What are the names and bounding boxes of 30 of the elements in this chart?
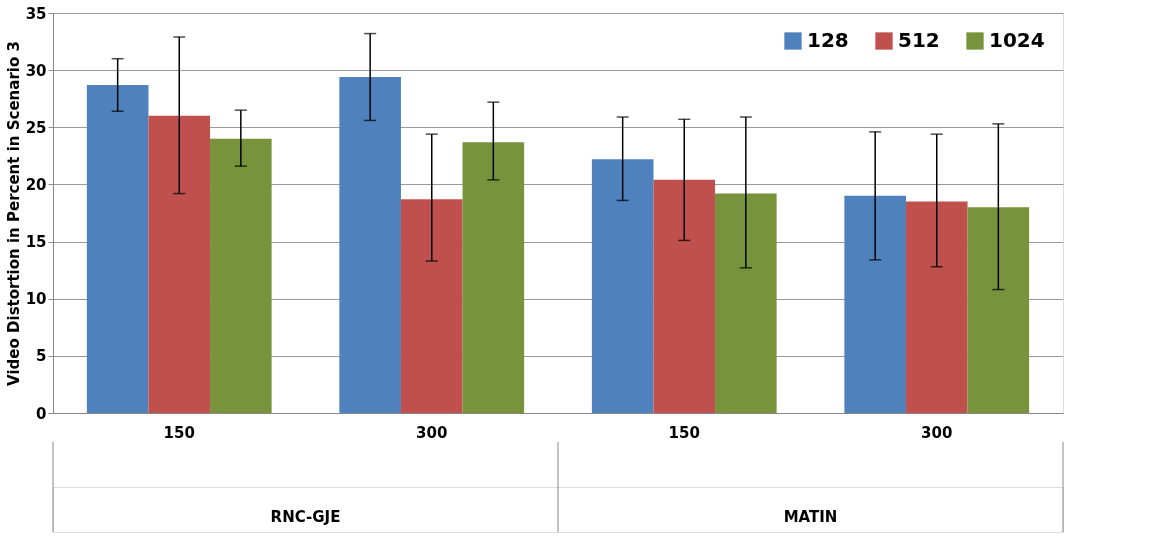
- bar: [844, 195, 906, 413]
- legend-label: 512: [898, 28, 940, 52]
- bar: [148, 115, 211, 413]
- bar: [86, 85, 149, 413]
- bar: [462, 142, 525, 413]
- bar: [653, 179, 716, 413]
- y-axis-title: Video Distortion in Percent in Scenario 3: [4, 41, 23, 386]
- bar: [967, 207, 1030, 413]
- bar: [400, 199, 463, 413]
- y-tick-label: 35: [25, 4, 47, 23]
- bar: [210, 138, 272, 413]
- bar: [339, 77, 401, 413]
- x-tick-label: 300: [416, 423, 448, 442]
- x-tick-label: 150: [668, 423, 700, 442]
- legend-label: 128: [807, 28, 849, 52]
- legend-label: 1024: [989, 28, 1045, 52]
- y-tick-label: 15: [25, 233, 47, 252]
- y-tick-label: 25: [25, 118, 47, 137]
- text: RNC-GJE: [270, 508, 341, 526]
- text: MATIN: [783, 508, 838, 526]
- y-tick-label: 5: [36, 347, 47, 366]
- bar: [715, 193, 777, 413]
- x-tick-label: 150: [163, 423, 195, 442]
- x-tick-label: 300: [921, 423, 953, 442]
- bar: [591, 159, 654, 413]
- bar: [905, 201, 968, 413]
- y-tick-label: 30: [25, 61, 47, 80]
- y-tick-label: 0: [36, 404, 47, 423]
- y-tick-label: 10: [25, 290, 47, 309]
- y-tick-label: 20: [25, 175, 47, 194]
